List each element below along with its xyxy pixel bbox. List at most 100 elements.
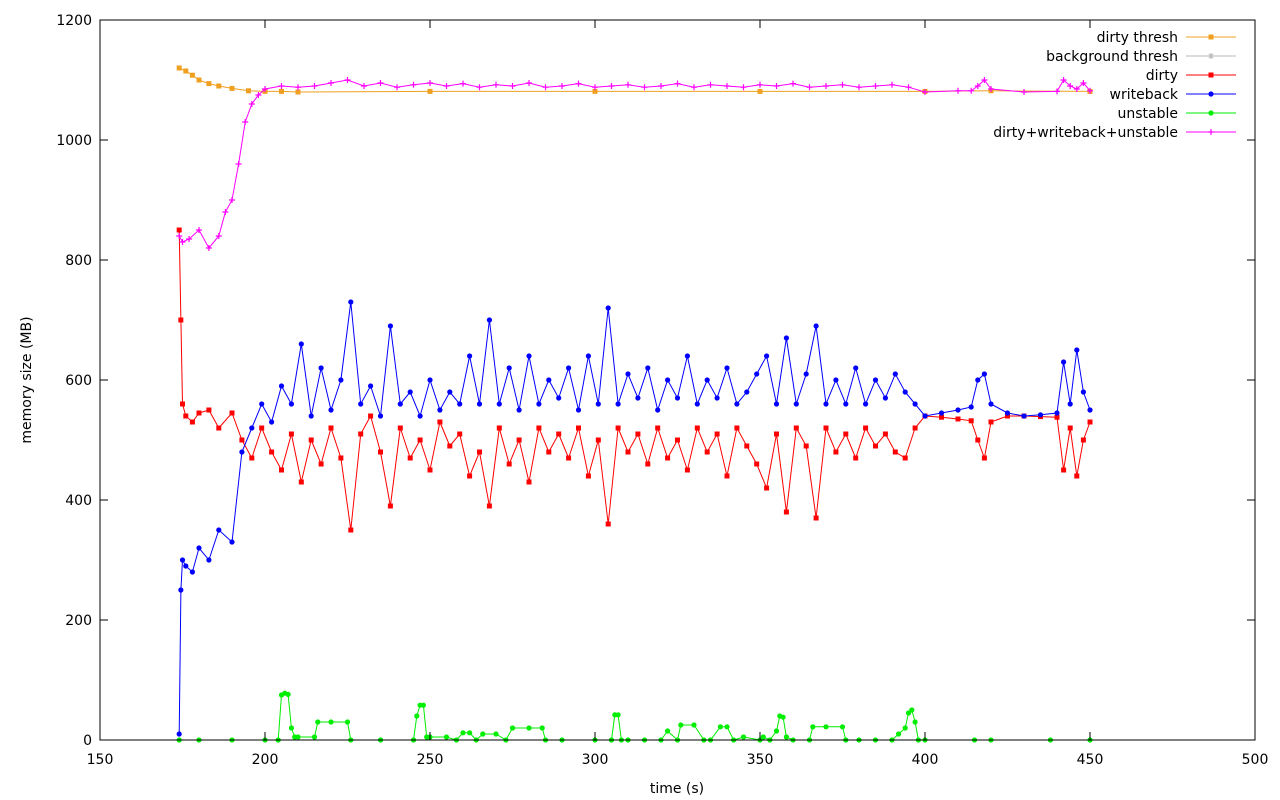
- data-point-dirty-writeback-unstable: [328, 80, 334, 86]
- data-point-writeback: [536, 401, 542, 407]
- y-tick-label: 600: [65, 373, 92, 389]
- data-point-writeback: [912, 401, 918, 407]
- data-point-dirty-thresh: [229, 85, 235, 91]
- legend-marker-writeback: [1208, 91, 1214, 97]
- data-point-writeback: [1054, 410, 1060, 416]
- data-point-writeback: [1061, 359, 1067, 365]
- data-point-writeback: [278, 383, 285, 389]
- data-point-dirty-thresh: [189, 72, 195, 78]
- x-tick-label: 450: [1077, 752, 1104, 768]
- data-point-dirty: [447, 443, 453, 449]
- data-point-dirty: [206, 407, 212, 413]
- data-point-dirty: [968, 418, 974, 424]
- data-point-dirty: [774, 431, 779, 437]
- data-point-dirty: [1005, 413, 1010, 419]
- data-point-unstable: [760, 734, 766, 740]
- data-point-dirty: [183, 413, 189, 419]
- data-point-writeback: [773, 401, 780, 407]
- data-point-dirty-writeback-unstable: [493, 81, 499, 88]
- data-point-writeback: [938, 410, 945, 416]
- data-point-dirty: [635, 431, 641, 437]
- data-point-dirty: [566, 455, 572, 461]
- data-point-writeback: [566, 365, 572, 371]
- data-point-writeback: [1087, 407, 1093, 413]
- data-point-writeback: [764, 353, 770, 359]
- legend-label-dirty-writeback-unstable: dirty+writeback+unstable: [993, 125, 1178, 141]
- x-tick-label: 500: [1242, 752, 1269, 768]
- data-point-unstable: [691, 722, 697, 728]
- legend-label-dirty: dirty: [1146, 68, 1178, 84]
- data-point-writeback: [348, 299, 354, 305]
- data-point-dirty-writeback-unstable: [377, 80, 384, 86]
- data-point-writeback: [575, 407, 582, 413]
- data-point-dirty: [625, 449, 631, 455]
- data-point-writeback: [397, 401, 403, 407]
- data-point-unstable: [783, 734, 790, 740]
- data-point-writeback: [1021, 413, 1027, 419]
- data-point-dirty-writeback-unstable: [443, 83, 450, 89]
- data-point-dirty: [546, 449, 552, 455]
- y-tick-label: 400: [65, 493, 92, 509]
- data-point-dirty: [180, 401, 185, 407]
- data-point-writeback: [1080, 389, 1086, 395]
- data-point-dirty: [249, 455, 255, 461]
- data-point-dirty-thresh: [427, 88, 433, 94]
- data-point-unstable: [823, 724, 829, 730]
- data-point-dirty: [189, 419, 195, 425]
- data-point-dirty: [615, 425, 621, 431]
- data-point-dirty: [754, 461, 760, 467]
- data-point-unstable: [315, 719, 321, 725]
- data-point-dirty-writeback-unstable: [1080, 80, 1087, 86]
- data-point-dirty-writeback-unstable: [242, 119, 249, 125]
- data-point-dirty-writeback-unstable: [278, 83, 285, 89]
- data-point-dirty-thresh: [196, 77, 202, 83]
- data-point-dirty: [605, 521, 611, 527]
- data-point-writeback: [833, 377, 839, 383]
- x-axis-label: time (s): [650, 781, 704, 797]
- data-point-dirty: [843, 431, 849, 437]
- data-point-dirty: [486, 503, 492, 509]
- data-point-unstable: [902, 725, 908, 731]
- data-point-unstable: [480, 731, 486, 737]
- data-point-unstable: [810, 724, 816, 730]
- data-point-unstable: [443, 734, 450, 740]
- data-point-dirty: [694, 425, 700, 431]
- data-point-dirty-writeback-unstable: [608, 83, 615, 89]
- data-point-dirty-writeback-unstable: [839, 81, 846, 88]
- data-point-dirty: [873, 443, 878, 449]
- series-line-writeback: [178, 301, 1091, 735]
- data-point-dirty-writeback-unstable: [889, 81, 895, 88]
- data-point-dirty-writeback-unstable: [476, 84, 483, 91]
- data-point-writeback: [744, 389, 750, 395]
- legend-label-dirty-thresh: dirty thresh: [1097, 30, 1178, 46]
- data-point-dirty-writeback-unstable: [205, 245, 212, 251]
- data-point-dirty-writeback-unstable: [229, 197, 235, 203]
- data-point-dirty-writeback-unstable: [968, 87, 975, 94]
- data-point-unstable: [717, 724, 724, 730]
- data-point-unstable: [414, 713, 420, 719]
- data-point-dirty: [595, 437, 601, 443]
- y-tick-label: 1200: [56, 13, 92, 29]
- data-point-dirty-writeback-unstable: [592, 84, 598, 91]
- series-line-dirty: [178, 229, 1091, 531]
- data-point-unstable: [724, 724, 730, 730]
- data-point-writeback: [605, 305, 611, 311]
- data-point-writeback: [387, 323, 393, 329]
- data-point-unstable: [665, 728, 671, 734]
- data-point-dirty: [308, 437, 314, 443]
- legend-label-writeback: writeback: [1110, 87, 1179, 103]
- data-point-dirty-writeback-unstable: [823, 83, 829, 89]
- data-point-writeback: [206, 557, 212, 563]
- data-point-dirty-writeback-unstable: [248, 101, 255, 107]
- data-point-writeback: [179, 557, 186, 563]
- data-point-writeback: [1004, 410, 1011, 416]
- data-point-writeback: [229, 539, 235, 545]
- data-point-writeback: [437, 407, 443, 413]
- data-point-dirty-writeback-unstable: [1067, 83, 1074, 89]
- data-point-dirty: [955, 416, 961, 422]
- data-point-dirty-writeback-unstable: [757, 81, 763, 88]
- data-point-dirty-writeback-unstable: [641, 84, 648, 91]
- data-point-writeback: [655, 407, 661, 413]
- data-point-dirty: [1067, 425, 1073, 431]
- data-point-writeback: [328, 407, 334, 413]
